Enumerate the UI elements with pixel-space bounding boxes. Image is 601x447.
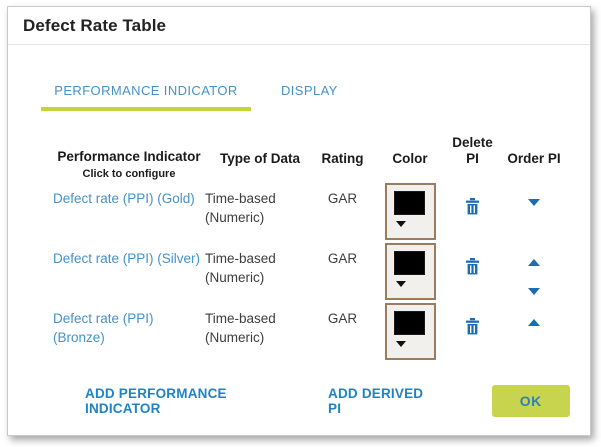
header-rating: Rating [321,150,364,166]
trash-icon[interactable] [465,317,480,335]
delete-pi-cell [450,183,495,243]
header-color: Color [392,150,428,166]
type-of-data-cell: Time-based (Numeric) [205,250,276,286]
color-picker-button[interactable] [384,182,436,240]
pi-name-cell: Defect rate (PPI) (Bronze) [53,303,205,363]
rating-cell: GAR [327,310,358,326]
header-performance-indicator-label: Performance Indicator [57,148,201,164]
order-arrows [528,198,540,206]
tab-performance-indicator-label: PERFORMANCE INDICATOR [54,83,238,98]
header-type-of-data: Type of Data [219,150,300,166]
delete-pi-cell [450,243,495,303]
table-row: Defect rate (PPI) (Silver) Time-based (N… [53,242,573,303]
pi-name-cell: Defect rate (PPI) (Gold) [53,183,205,243]
rating-cell: GAR [327,250,358,266]
tab-performance-indicator[interactable]: PERFORMANCE INDICATOR [41,75,251,111]
color-cell [370,302,450,363]
caret-down-icon [395,340,406,347]
header-performance-indicator: Performance Indicator Click to configure [53,135,205,183]
add-derived-pi-link[interactable]: ADD DERIVED PI [328,385,424,416]
ok-button[interactable]: OK [491,384,570,417]
header-click-to-configure-hint: Click to configure [82,167,176,180]
color-picker-button[interactable] [384,302,436,360]
order-pi-cell [495,183,573,243]
tab-display-label: DISPLAY [281,83,338,98]
order-pi-cell [495,303,573,363]
pi-name-cell: Defect rate (PPI) (Silver) [53,243,205,303]
arrow-down-icon[interactable] [528,198,540,206]
order-arrows [528,258,540,295]
arrow-down-icon[interactable] [528,287,540,295]
color-swatch [393,250,425,275]
pi-name-link[interactable]: Defect rate (PPI) (Bronze) [53,310,154,346]
caret-down-icon [395,280,406,287]
pi-name-link[interactable]: Defect rate (PPI) (Silver) [53,250,201,266]
trash-icon[interactable] [465,197,480,215]
rating-cell: GAR [327,190,358,206]
header-delete-pi: Delete PI [452,135,493,166]
arrow-up-icon[interactable] [528,258,540,266]
color-cell [370,242,450,303]
add-performance-indicator-link[interactable]: ADD PERFORMANCE INDICATOR [85,385,227,416]
performance-indicator-table: Performance Indicator Click to configure… [53,135,573,363]
header-order-pi: Order PI [507,150,561,166]
caret-down-icon [395,220,406,227]
tab-bar: PERFORMANCE INDICATOR DISPLAY [41,75,570,111]
delete-pi-cell [450,303,495,363]
arrow-up-icon[interactable] [528,318,540,326]
defect-rate-table-dialog: Defect Rate Table PERFORMANCE INDICATOR … [7,6,591,436]
dialog-title: Defect Rate Table [23,16,167,35]
dialog-header: Defect Rate Table [8,7,590,45]
type-of-data-cell: Time-based (Numeric) [205,310,276,346]
trash-icon[interactable] [465,257,480,275]
pi-name-link[interactable]: Defect rate (PPI) (Gold) [53,190,195,206]
dialog-body: PERFORMANCE INDICATOR DISPLAY Performanc… [8,45,590,417]
type-of-data-cell: Time-based (Numeric) [205,190,276,226]
color-swatch [393,310,425,335]
tab-display[interactable]: DISPLAY [263,75,356,111]
order-pi-cell [495,243,573,303]
color-picker-button[interactable] [384,242,436,300]
color-cell [370,182,450,243]
color-swatch [393,190,425,215]
dialog-footer: ADD PERFORMANCE INDICATOR ADD DERIVED PI… [85,384,570,417]
table-row: Defect rate (PPI) (Bronze) Time-based (N… [53,302,573,363]
order-arrows [528,318,540,326]
table-row: Defect rate (PPI) (Gold) Time-based (Num… [53,182,573,243]
table-header-row: Performance Indicator Click to configure… [53,135,573,183]
